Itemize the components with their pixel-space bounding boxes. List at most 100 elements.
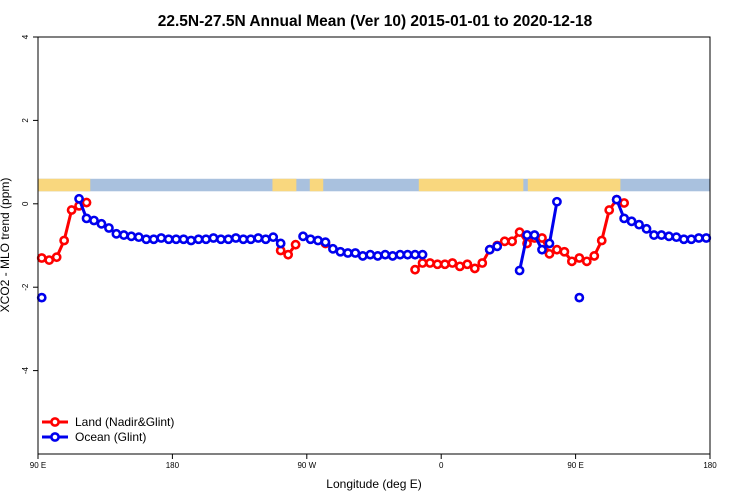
x-tick-label: 90 E xyxy=(567,461,583,470)
data-point xyxy=(507,236,518,247)
data-point xyxy=(417,249,428,260)
land-ocean-strip xyxy=(38,178,710,192)
data-point xyxy=(589,251,600,261)
legend-entry: Land (Nadir&Glint) xyxy=(42,415,174,429)
data-point xyxy=(664,231,674,242)
data-point xyxy=(537,244,547,255)
data-point xyxy=(417,258,428,268)
data-point xyxy=(387,251,398,261)
x-tick-label: 180 xyxy=(703,461,717,470)
data-point xyxy=(133,232,144,243)
data-point xyxy=(462,259,473,270)
land-band xyxy=(38,178,91,192)
y-axis-title: XCO2 - MLO trend (ppm) xyxy=(0,178,12,313)
data-point xyxy=(425,258,435,268)
data-point xyxy=(641,223,652,234)
land-band xyxy=(272,178,297,192)
legend-label: Land (Nadir&Glint) xyxy=(75,415,174,429)
y-tick-label: 4 xyxy=(21,34,30,39)
data-point xyxy=(522,230,532,240)
series-ocean-glint- xyxy=(36,193,712,303)
data-point xyxy=(313,235,323,246)
data-point xyxy=(656,230,667,240)
data-point xyxy=(126,231,137,242)
series-layer xyxy=(36,193,712,303)
y-axis: 4 2 0 -2 -4 xyxy=(21,34,38,374)
data-point xyxy=(604,205,615,215)
chart-title: 22.5N-27.5N Annual Mean (Ver 10) 2015-01… xyxy=(158,13,593,30)
data-point xyxy=(66,205,77,215)
data-point xyxy=(395,249,406,260)
data-point xyxy=(619,213,630,224)
data-point xyxy=(342,248,353,258)
data-point xyxy=(686,234,697,245)
data-point xyxy=(537,233,547,243)
x-tick-label: 180 xyxy=(166,461,180,470)
data-point xyxy=(59,235,70,246)
data-point xyxy=(477,258,488,268)
x-tick-label: 90 W xyxy=(297,461,316,470)
plot-area-frame xyxy=(37,36,711,455)
data-point xyxy=(454,261,465,272)
data-point xyxy=(596,235,607,246)
data-point xyxy=(36,253,47,263)
data-point xyxy=(298,231,308,242)
data-point xyxy=(552,196,562,207)
data-point xyxy=(44,255,55,265)
data-point xyxy=(447,258,458,268)
data-point xyxy=(350,248,361,258)
data-point xyxy=(574,292,585,303)
data-point xyxy=(290,239,301,250)
data-point xyxy=(178,234,189,245)
data-point xyxy=(566,256,577,267)
series-line xyxy=(518,201,559,271)
data-point xyxy=(544,248,555,259)
land-band xyxy=(418,178,524,192)
y-tick-label: -2 xyxy=(21,283,30,291)
data-point xyxy=(320,237,331,248)
data-point xyxy=(216,234,226,245)
data-point xyxy=(410,249,420,260)
data-point xyxy=(619,198,630,208)
data-point xyxy=(402,249,413,260)
data-point xyxy=(671,232,682,243)
data-point xyxy=(649,230,659,240)
data-point xyxy=(253,233,264,243)
data-point xyxy=(81,213,92,224)
data-point xyxy=(260,234,271,245)
data-point xyxy=(432,259,443,270)
data-point xyxy=(514,265,525,276)
data-point xyxy=(529,230,540,240)
data-point xyxy=(245,234,256,245)
data-point xyxy=(201,234,211,245)
y-tick-label: 0 xyxy=(21,201,30,206)
data-point xyxy=(36,292,47,303)
y-tick-label: -4 xyxy=(21,366,30,374)
data-point xyxy=(574,253,585,263)
x-axis-title: Longitude (deg E) xyxy=(326,477,421,491)
data-point xyxy=(701,233,712,243)
data-point xyxy=(469,263,480,274)
data-point xyxy=(514,227,525,238)
data-point xyxy=(544,238,555,249)
data-point xyxy=(380,249,391,260)
x-axis: 90 E 180 90 W 0 90 E 180 xyxy=(30,454,717,470)
data-point xyxy=(51,252,62,263)
data-point xyxy=(74,193,84,204)
data-point xyxy=(89,215,99,226)
data-point xyxy=(611,194,622,205)
legend: Land (Nadir&Glint)Ocean (Glint) xyxy=(42,415,174,444)
data-point xyxy=(238,234,249,245)
data-point xyxy=(230,233,241,243)
legend-marker xyxy=(50,432,60,442)
data-point xyxy=(283,249,294,260)
data-point xyxy=(626,216,637,227)
data-point xyxy=(148,234,159,245)
data-point xyxy=(440,259,450,270)
data-point xyxy=(365,249,376,260)
data-point xyxy=(111,228,122,239)
data-point xyxy=(678,234,689,245)
data-point xyxy=(357,251,368,261)
data-point xyxy=(118,230,129,240)
